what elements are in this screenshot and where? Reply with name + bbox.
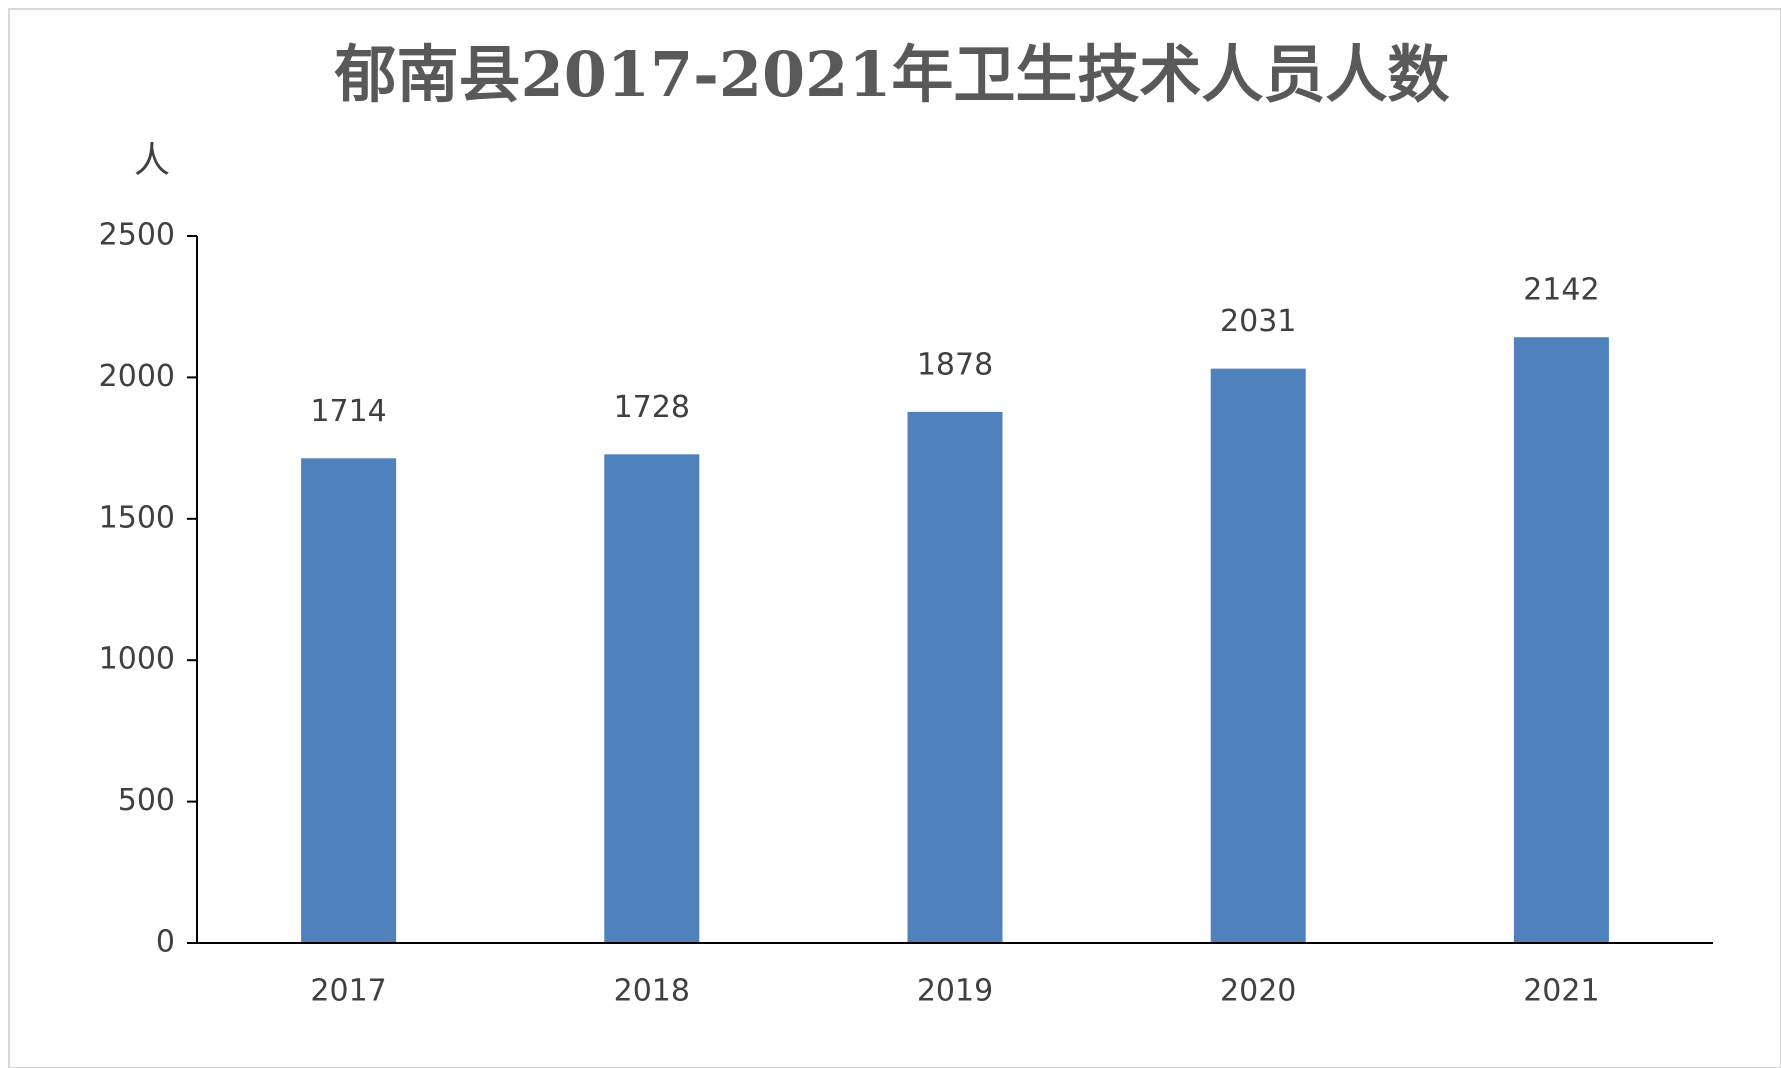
y-axis-label: 人 [134,140,170,181]
bar [301,458,397,943]
y-tick-label: 2500 [99,218,175,253]
data-label: 2031 [1220,304,1296,339]
bar [1210,368,1306,944]
x-tick-label: 2019 [917,974,993,1009]
x-tick-label: 2018 [614,974,690,1009]
x-tick-label: 2020 [1220,974,1296,1009]
x-tick-label: 2021 [1523,974,1599,1009]
x-tick-label: 2017 [310,974,386,1009]
y-tick-label: 1500 [99,500,175,535]
data-label: 1714 [310,394,386,429]
y-tick-label: 1000 [99,642,175,677]
y-tick-label: 2000 [99,359,175,394]
bar [604,454,700,943]
data-label: 2142 [1523,273,1599,308]
y-tick-label: 0 [156,925,175,960]
data-label: 1878 [917,347,993,382]
y-tick-label: 500 [118,783,175,818]
chart-title: 郁南县2017-2021年卫生技术人员人数 [334,38,1450,111]
bar [907,411,1003,943]
data-label: 1728 [614,390,690,425]
bar [1513,337,1609,943]
